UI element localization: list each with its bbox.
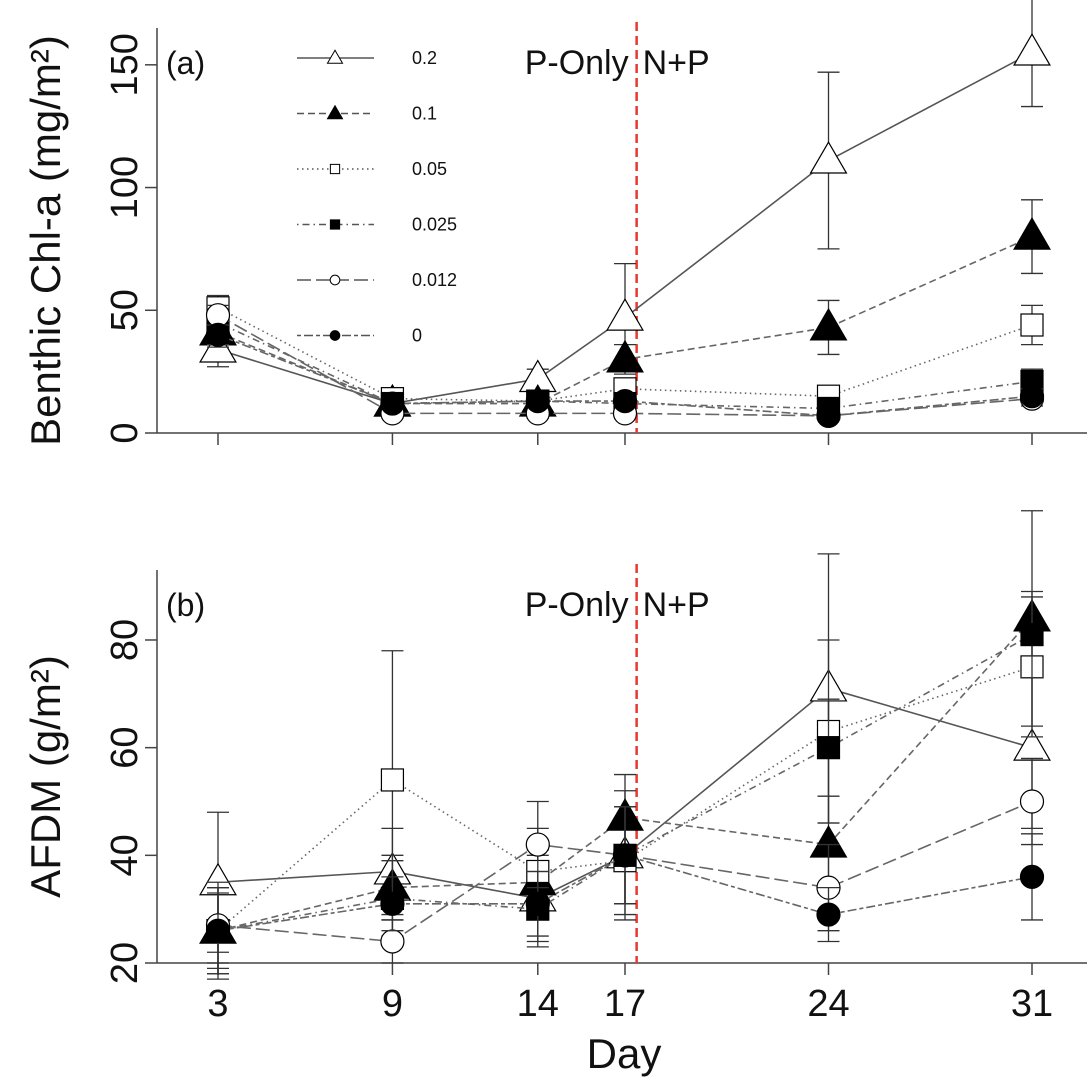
series-line: [217, 800, 1033, 943]
series-line: [217, 633, 1033, 932]
legend-marker: [326, 49, 344, 64]
series-0: [205, 806, 1045, 970]
series-line: [217, 687, 1033, 900]
legend-label: 0.012: [412, 270, 457, 290]
x-tick-label: 14: [517, 983, 559, 1025]
legend-label: 0.1: [412, 104, 437, 124]
data-point: [1013, 32, 1051, 66]
data-point: [380, 391, 405, 416]
data-point: [612, 388, 638, 414]
phase-label-left: P-Only: [525, 44, 629, 82]
legend: 0.2 0.1 0.05 0.025 0.012 0: [297, 48, 457, 346]
data-point: [525, 891, 550, 916]
series-line: [217, 321, 1033, 410]
y-tick-label: 50: [104, 289, 146, 331]
data-point: [816, 902, 841, 927]
y-tick-label: 80: [104, 619, 146, 661]
y-axis-title: AFDM (g/m²): [22, 655, 69, 898]
x-tick-label: 3: [207, 983, 228, 1025]
legend-marker: [329, 330, 341, 341]
legend-marker: [326, 104, 344, 120]
data-point: [809, 140, 848, 174]
phase-label-right: N+P: [643, 44, 710, 82]
data-point: [612, 843, 638, 868]
data-point: [380, 929, 405, 954]
y-axis-title: Benthic Chl-a (mg/m²): [22, 35, 69, 446]
data-point: [525, 832, 550, 857]
legend-label: 0.025: [412, 215, 457, 235]
data-point: [205, 918, 231, 943]
legend-marker: [329, 274, 341, 286]
panel-a: 0 50 100 150 Benthic Chl-a (mg/m²) (a) P-Only N…: [22, 0, 1087, 446]
data-point: [1013, 217, 1051, 250]
data-point: [816, 736, 841, 760]
legend-label: 0.2: [412, 48, 437, 68]
data-point: [1020, 313, 1044, 337]
data-point: [380, 768, 405, 792]
legend-label: 0: [412, 326, 422, 346]
x-tick-label: 31: [1011, 983, 1053, 1025]
series-line: [217, 854, 1033, 932]
data-point: [525, 388, 550, 414]
y-tick-label: 100: [104, 156, 146, 219]
legend-label: 0.05: [412, 159, 447, 179]
x-tick-label: 17: [604, 983, 646, 1025]
y-tick-label: 60: [104, 727, 146, 769]
data-point: [1019, 864, 1045, 889]
panel-b: 20 40 60 80 AFDM (g/m²) (b) P-Only N+P: [22, 510, 1087, 984]
legend-marker: [329, 219, 341, 230]
y-tick-label: 20: [104, 942, 146, 984]
series-line: [217, 51, 1033, 405]
series-0: [205, 322, 1045, 428]
phase-label-left: P-Only: [525, 586, 629, 624]
phase-label-right: N+P: [643, 586, 710, 624]
panel-label: (b): [166, 587, 205, 623]
data-point: [606, 339, 644, 373]
legend-marker: [329, 163, 341, 175]
y-tick-label: 150: [104, 33, 146, 96]
series-line: [217, 235, 1033, 405]
series-line: [217, 666, 1033, 932]
data-point: [380, 891, 405, 916]
y-tick-label: 40: [104, 834, 146, 876]
data-point: [1020, 623, 1044, 647]
data-point: [1019, 384, 1045, 409]
y-tick-label: 0: [104, 422, 146, 443]
panel-label: (a): [166, 45, 205, 81]
data-point: [816, 403, 841, 428]
shared-x-axis: 3 9 14 17 24 31 Day: [207, 983, 1053, 1077]
data-point: [809, 307, 848, 341]
series-line: [217, 307, 1033, 402]
x-tick-label: 24: [807, 983, 849, 1025]
data-point: [205, 322, 231, 347]
data-point: [606, 298, 644, 331]
series-line: [217, 334, 1033, 417]
x-tick-label: 9: [382, 983, 403, 1025]
x-axis-title: Day: [587, 1030, 662, 1077]
data-point: [1019, 789, 1045, 814]
